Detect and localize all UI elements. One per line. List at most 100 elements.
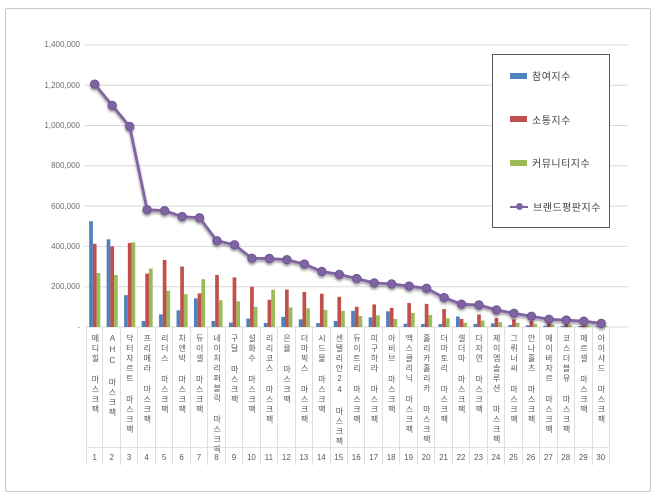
bar-참여지수	[89, 221, 93, 327]
category-rank: 8	[208, 447, 225, 462]
bar-커뮤니티지수	[323, 309, 328, 327]
category-label: 홀리카홀리카 마스크팩	[422, 334, 432, 445]
bar-소통지수	[494, 317, 499, 327]
category-label: 셀더마 마스크팩	[457, 334, 467, 415]
participation-swatch-icon	[510, 72, 527, 79]
bar-커뮤니티지수	[410, 312, 415, 327]
bar-참여지수	[368, 317, 373, 327]
bar-참여지수	[508, 324, 513, 328]
bar-소통지수	[512, 319, 516, 327]
category-rank: 4	[138, 447, 155, 462]
bar-소통지수	[302, 291, 307, 327]
data-point-marker	[509, 308, 519, 318]
legend-item-reputation: 브랜드평판지수	[510, 199, 609, 214]
bar-참여지수	[455, 316, 460, 327]
category-label: 제이엠솔루션 마스크팩	[492, 334, 502, 445]
legend-label: 브랜드평판지수	[533, 202, 601, 214]
category-rank: 13	[295, 447, 313, 462]
data-point-marker	[387, 279, 397, 289]
category-rank: 3	[120, 447, 138, 462]
y-tick-label: 600,000	[51, 201, 80, 211]
bar-참여지수	[316, 322, 320, 327]
category-rank: 15	[330, 447, 347, 462]
category-rank: 6	[173, 447, 190, 462]
category-label: AHC 마스크팩	[107, 334, 117, 418]
y-tick-label: 400,000	[51, 241, 80, 251]
bar-참여지수	[176, 310, 181, 327]
category-rank: 1	[87, 447, 103, 462]
y-tick-label: 1,400,000	[44, 40, 80, 50]
bar-참여지수	[543, 325, 548, 327]
category-label: 닥터자르트 마스크팩	[125, 334, 135, 435]
bar-커뮤니티지수	[166, 290, 171, 327]
category-label: 설화수 마스크팩	[247, 334, 257, 415]
y-tick-label: 800,000	[51, 161, 80, 171]
data-point-marker	[439, 292, 449, 303]
category-rank: 28	[557, 447, 575, 462]
reputation-line-icon	[510, 202, 528, 210]
data-point-marker	[456, 299, 467, 309]
category-column: 차앤박 마스크팩 6	[173, 327, 191, 465]
bar-소통지수	[319, 293, 324, 327]
category-label: 리더스 마스크팩	[160, 334, 170, 415]
category-column: AHC 마스크팩 2	[103, 327, 121, 465]
bar-참여지수	[525, 325, 530, 327]
data-point-marker	[421, 283, 432, 293]
bar-소통지수	[232, 277, 237, 327]
bar-소통지수	[424, 303, 429, 327]
data-point-marker	[247, 253, 257, 263]
bar-참여지수	[403, 323, 408, 327]
data-point-marker	[299, 259, 309, 269]
bar-series	[89, 221, 607, 328]
category-column: 메르셀 마스크팩 29	[575, 327, 593, 465]
data-point-marker	[404, 281, 414, 291]
category-label: 메디힐 마스크팩	[90, 334, 100, 415]
category-label: 미구하라 마스크팩	[369, 334, 379, 425]
bar-참여지수	[490, 323, 495, 327]
bar-커뮤니티지수	[236, 301, 241, 327]
data-point-marker	[334, 269, 344, 280]
category-label: 네이처리퍼블릭 마스크팩	[212, 334, 222, 455]
bar-커뮤니티지수	[515, 322, 520, 327]
bar-참여지수	[246, 318, 251, 327]
category-column: 센텔리안24 마스크팩 15	[330, 327, 348, 465]
category-column: 홀리카홀리카 마스크팩 20	[417, 327, 436, 465]
bar-커뮤니티지수	[288, 307, 293, 327]
bar-커뮤니티지수	[358, 315, 363, 327]
category-label: 메르셀 마스크팩	[579, 334, 589, 415]
bar-참여지수	[228, 322, 233, 327]
bar-참여지수	[560, 325, 565, 327]
category-label: 구달 마스크팩	[230, 334, 240, 405]
bar-소통지수	[442, 309, 446, 327]
category-rank: 14	[313, 447, 330, 462]
bar-커뮤니티지수	[550, 324, 555, 327]
bar-소통지수	[250, 286, 254, 327]
community-swatch-icon	[510, 159, 527, 166]
data-point-marker	[526, 311, 537, 321]
bar-커뮤니티지수	[183, 294, 188, 327]
category-column: 메디힐 마스크팩 1	[86, 327, 104, 465]
category-column: 그뤼너씨 마스크팩 25	[505, 327, 523, 465]
bar-소통지수	[145, 273, 149, 327]
bar-커뮤니티지수	[148, 268, 153, 327]
bar-커뮤니티지수	[201, 279, 206, 327]
category-column: 듀이트리 마스크팩 16	[348, 327, 366, 465]
bar-커뮤니티지수	[393, 318, 398, 327]
category-rank: 18	[382, 447, 400, 462]
category-column: 리더스 마스크팩 5	[155, 327, 174, 465]
bar-참여지수	[281, 316, 286, 327]
category-label: 차앤박 마스크팩	[177, 334, 187, 415]
bar-소통지수	[407, 303, 411, 327]
category-column: 아비브 마스크팩 18	[382, 327, 401, 465]
category-label: 더마토리 마스크팩	[439, 334, 449, 425]
category-column: 안나홀츠 마스크팩 26	[522, 327, 541, 465]
category-label: 은율 마스크팩	[282, 334, 292, 405]
y-tick-label: 200,000	[51, 282, 80, 292]
bar-커뮤니티지수	[376, 315, 380, 327]
category-rank: 27	[540, 447, 557, 462]
bar-소통지수	[180, 266, 184, 327]
bar-참여지수	[106, 239, 111, 327]
bar-소통지수	[267, 299, 272, 327]
bar-참여지수	[578, 325, 582, 327]
category-rank: 17	[365, 447, 382, 462]
